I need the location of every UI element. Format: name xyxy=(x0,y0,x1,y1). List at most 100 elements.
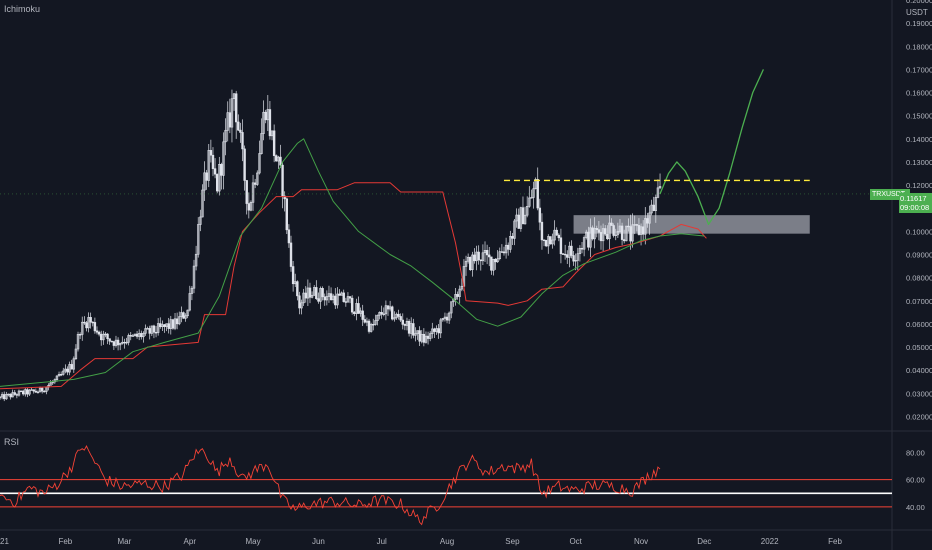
candle-body xyxy=(464,260,468,267)
candle-body xyxy=(475,251,478,262)
candle-body xyxy=(89,317,92,323)
candle-body xyxy=(224,129,227,143)
candle-body xyxy=(148,328,151,334)
candle-body xyxy=(646,218,649,224)
candle-body xyxy=(574,260,577,262)
candle-body xyxy=(384,305,388,315)
candle-body xyxy=(36,391,40,394)
price-tag-symbol: TRXUSDT xyxy=(872,191,906,198)
kijun-sen xyxy=(0,182,707,390)
candle-body xyxy=(435,328,438,332)
candle-body xyxy=(608,222,611,240)
candle-body xyxy=(395,313,398,319)
candle-body xyxy=(108,338,111,342)
candle-body xyxy=(114,339,118,346)
candle-body xyxy=(43,390,46,393)
candle-body xyxy=(287,229,291,244)
time-tick-label: Sep xyxy=(505,537,520,546)
price-tick-label: 0.10000 xyxy=(906,227,932,236)
time-tick-label: Aug xyxy=(440,537,454,546)
candle-body xyxy=(374,320,377,325)
candle-body xyxy=(251,182,255,203)
candle-body xyxy=(321,288,324,298)
candle-body xyxy=(40,387,44,392)
candle-body xyxy=(55,375,59,380)
candle-body xyxy=(578,247,582,255)
candle-body xyxy=(317,298,320,302)
candle-body xyxy=(361,310,364,320)
candle-body xyxy=(648,212,651,224)
candle-body xyxy=(319,288,322,302)
candle-body xyxy=(125,341,128,344)
candle-body xyxy=(380,312,383,315)
tenkan-sen-line xyxy=(0,138,705,387)
candle-body xyxy=(222,141,225,176)
candle-body xyxy=(652,204,655,211)
kijun-sen-line xyxy=(0,182,707,390)
candle-body xyxy=(21,390,25,395)
candle-body xyxy=(19,390,23,393)
time-tick-label: Oct xyxy=(569,537,582,546)
price-tick-label: 0.04000 xyxy=(906,366,932,375)
projection xyxy=(659,69,764,226)
candle-body xyxy=(300,302,303,309)
candle-body xyxy=(294,281,297,285)
candle-body xyxy=(93,322,97,332)
projection-path xyxy=(659,69,764,226)
candle-body xyxy=(336,293,339,306)
candle-body xyxy=(239,129,242,133)
candle-body xyxy=(232,93,236,100)
candle-body xyxy=(154,331,158,334)
candle-body xyxy=(625,225,628,242)
price-tick-label: 0.02000 xyxy=(906,412,932,421)
candle-body xyxy=(391,306,394,320)
tenkan-sen xyxy=(0,138,705,387)
rsi-axis: 40.00 60.00 80.00 xyxy=(906,448,925,512)
candle-body xyxy=(353,311,356,314)
candle-body xyxy=(500,251,504,253)
candle-body xyxy=(397,313,400,317)
candle-body xyxy=(313,287,316,296)
candle-body xyxy=(302,292,305,304)
candle-body xyxy=(658,186,662,189)
price-tick-label: 0.14000 xyxy=(906,135,932,144)
currency-label: USDT xyxy=(906,8,928,17)
candle-body xyxy=(283,195,286,200)
candle-body xyxy=(450,301,453,314)
candle-body xyxy=(604,228,607,235)
candle-body xyxy=(7,393,10,396)
candle-body xyxy=(502,251,506,254)
candle-body xyxy=(201,189,204,218)
price-tick-label: 0.20000 xyxy=(906,0,932,5)
candle-body xyxy=(498,251,501,259)
candle-body xyxy=(479,259,482,262)
time-tick-label: 2021 xyxy=(0,537,9,546)
candle-body xyxy=(376,314,379,321)
main-pane-title: Ichimoku xyxy=(4,4,41,14)
candle-body xyxy=(131,335,135,337)
candle-body xyxy=(49,382,52,386)
candle-body xyxy=(260,133,263,154)
candle-body xyxy=(327,293,331,297)
candle-body xyxy=(612,225,615,236)
candle-body xyxy=(561,253,565,255)
candle-body xyxy=(188,293,191,311)
candle-body xyxy=(26,389,29,395)
candle-body xyxy=(66,368,69,373)
candle-body xyxy=(576,253,579,261)
candle-body xyxy=(549,236,552,245)
candle-body xyxy=(530,197,533,199)
candle-body xyxy=(582,237,586,250)
candle-body xyxy=(443,316,447,319)
price-tick-label: 0.16000 xyxy=(906,89,932,98)
consolidation-zone xyxy=(573,215,810,234)
candle-body xyxy=(359,310,362,314)
candle-body xyxy=(631,224,634,242)
candle-body xyxy=(635,224,639,226)
price-tick-label: 0.12000 xyxy=(906,181,932,190)
candle-body xyxy=(525,205,529,216)
candle-body xyxy=(91,321,94,324)
candle-body xyxy=(72,358,76,370)
